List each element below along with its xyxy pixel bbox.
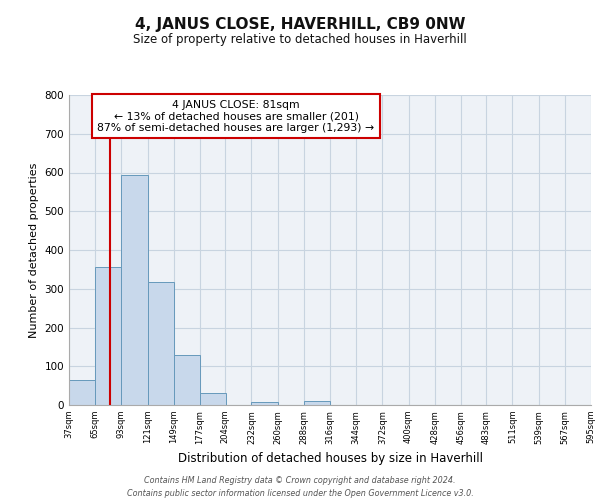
X-axis label: Distribution of detached houses by size in Haverhill: Distribution of detached houses by size … — [178, 452, 482, 465]
Text: Size of property relative to detached houses in Haverhill: Size of property relative to detached ho… — [133, 32, 467, 46]
Bar — [174, 356, 200, 405]
Text: 4, JANUS CLOSE, HAVERHILL, CB9 0NW: 4, JANUS CLOSE, HAVERHILL, CB9 0NW — [135, 18, 465, 32]
Bar — [304, 401, 330, 405]
Bar — [251, 402, 278, 405]
Y-axis label: Number of detached properties: Number of detached properties — [29, 162, 39, 338]
Bar — [95, 266, 121, 405]
Bar — [69, 380, 95, 405]
Bar — [200, 394, 226, 405]
Bar — [121, 175, 148, 405]
Bar — [148, 282, 174, 405]
Text: Contains HM Land Registry data © Crown copyright and database right 2024.
Contai: Contains HM Land Registry data © Crown c… — [127, 476, 473, 498]
Text: 4 JANUS CLOSE: 81sqm
← 13% of detached houses are smaller (201)
87% of semi-deta: 4 JANUS CLOSE: 81sqm ← 13% of detached h… — [97, 100, 374, 133]
